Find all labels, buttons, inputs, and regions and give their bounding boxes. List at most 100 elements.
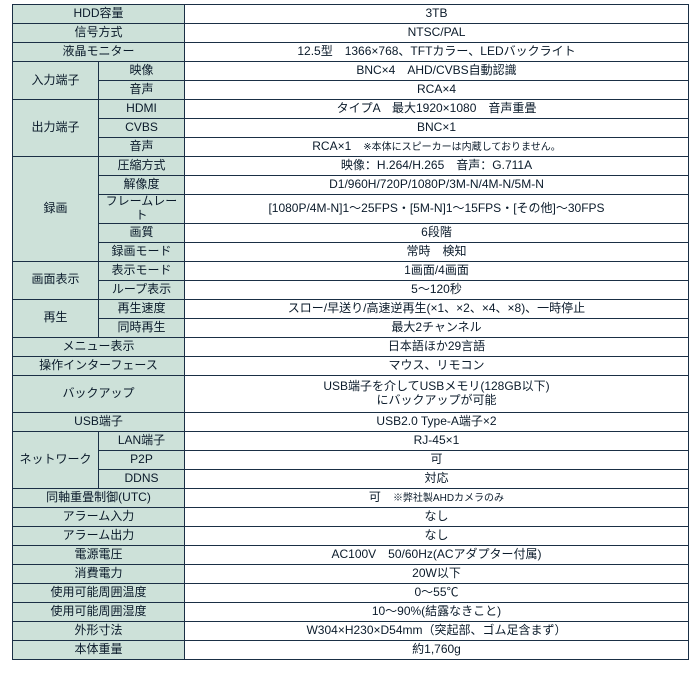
- label-cell: アラーム出力: [13, 526, 185, 545]
- value-cell: 映像：H.264/H.265 音声：G.711A: [185, 157, 689, 176]
- table-row: アラーム出力なし: [13, 526, 689, 545]
- value-cell: 対応: [185, 469, 689, 488]
- table-row: USB端子USB2.0 Type-A端子×2: [13, 412, 689, 431]
- table-row: 音声RCA×4: [13, 81, 689, 100]
- table-row: 画質6段階: [13, 223, 689, 242]
- label-cell: 解像度: [99, 176, 185, 195]
- label-cell: 液晶モニター: [13, 43, 185, 62]
- table-row: 解像度D1/960H/720P/1080P/3M-N/4M-N/5M-N: [13, 176, 689, 195]
- table-row: ネットワークLAN端子RJ-45×1: [13, 431, 689, 450]
- table-row: 同軸重畳制御(UTC)可 ※弊社製AHDカメラのみ: [13, 488, 689, 507]
- label-cell: 再生: [13, 299, 99, 337]
- value-cell: W304×H230×D54mm（突起部、ゴム足含まず）: [185, 621, 689, 640]
- value-cell: 日本語ほか29言語: [185, 337, 689, 356]
- label-cell: 再生速度: [99, 299, 185, 318]
- label-cell: 使用可能周囲湿度: [13, 602, 185, 621]
- label-cell: CVBS: [99, 119, 185, 138]
- table-row: バックアップUSB端子を介してUSBメモリ(128GB以下)にバックアップが可能: [13, 375, 689, 412]
- label-cell: 画質: [99, 223, 185, 242]
- label-cell: 入力端子: [13, 62, 99, 100]
- label-cell: HDMI: [99, 100, 185, 119]
- table-row: メニュー表示日本語ほか29言語: [13, 337, 689, 356]
- label-cell: HDD容量: [13, 5, 185, 24]
- label-cell: 録画モード: [99, 242, 185, 261]
- table-row: 同時再生最大2チャンネル: [13, 318, 689, 337]
- table-row: 本体重量約1,760g: [13, 640, 689, 659]
- label-cell: フレームレート: [99, 195, 185, 224]
- table-row: HDD容量3TB: [13, 5, 689, 24]
- value-cell: 0～55℃: [185, 583, 689, 602]
- label-cell: 音声: [99, 138, 185, 157]
- label-cell: P2P: [99, 450, 185, 469]
- value-cell: 約1,760g: [185, 640, 689, 659]
- value-cell: [1080P/4M-N]1～25FPS・[5M-N]1～15FPS・[その他]～…: [185, 195, 689, 224]
- value-cell: タイプA 最大1920×1080 音声重畳: [185, 100, 689, 119]
- table-row: 入力端子映像BNC×4 AHD/CVBS自動認識: [13, 62, 689, 81]
- table-row: 外形寸法W304×H230×D54mm（突起部、ゴム足含まず）: [13, 621, 689, 640]
- value-cell: 10～90%(結露なきこと): [185, 602, 689, 621]
- label-cell: バックアップ: [13, 375, 185, 412]
- label-cell: 映像: [99, 62, 185, 81]
- label-cell: アラーム入力: [13, 507, 185, 526]
- value-cell: D1/960H/720P/1080P/3M-N/4M-N/5M-N: [185, 176, 689, 195]
- value-cell: RJ-45×1: [185, 431, 689, 450]
- value-cell: 最大2チャンネル: [185, 318, 689, 337]
- value-cell: USB端子を介してUSBメモリ(128GB以下)にバックアップが可能: [185, 375, 689, 412]
- value-cell: AC100V 50/60Hz(ACアダプター付属): [185, 545, 689, 564]
- label-cell: 圧縮方式: [99, 157, 185, 176]
- value-cell: なし: [185, 507, 689, 526]
- label-cell: 操作インターフェース: [13, 356, 185, 375]
- label-cell: メニュー表示: [13, 337, 185, 356]
- value-cell: 20W以下: [185, 564, 689, 583]
- table-row: 出力端子HDMIタイプA 最大1920×1080 音声重畳: [13, 100, 689, 119]
- value-cell: マウス、リモコン: [185, 356, 689, 375]
- value-cell: RCA×1 ※本体にスピーカーは内蔵しておりません。: [185, 138, 689, 157]
- label-cell: 使用可能周囲温度: [13, 583, 185, 602]
- label-cell: 消費電力: [13, 564, 185, 583]
- value-cell: NTSC/PAL: [185, 24, 689, 43]
- label-cell: 同時再生: [99, 318, 185, 337]
- label-cell: LAN端子: [99, 431, 185, 450]
- value-cell: 6段階: [185, 223, 689, 242]
- spec-table: HDD容量3TB信号方式NTSC/PAL液晶モニター12.5型 1366×768…: [12, 4, 689, 660]
- label-cell: ネットワーク: [13, 431, 99, 488]
- label-cell: 表示モード: [99, 261, 185, 280]
- table-row: 信号方式NTSC/PAL: [13, 24, 689, 43]
- value-cell: 5～120秒: [185, 280, 689, 299]
- label-cell: 画面表示: [13, 261, 99, 299]
- value-cell: 3TB: [185, 5, 689, 24]
- label-cell: 出力端子: [13, 100, 99, 157]
- value-cell: 12.5型 1366×768、TFTカラー、LEDバックライト: [185, 43, 689, 62]
- table-row: 電源電圧AC100V 50/60Hz(ACアダプター付属): [13, 545, 689, 564]
- table-row: 使用可能周囲湿度10～90%(結露なきこと): [13, 602, 689, 621]
- value-cell: 可 ※弊社製AHDカメラのみ: [185, 488, 689, 507]
- label-cell: 信号方式: [13, 24, 185, 43]
- label-cell: USB端子: [13, 412, 185, 431]
- spec-table-body: HDD容量3TB信号方式NTSC/PAL液晶モニター12.5型 1366×768…: [13, 5, 689, 660]
- value-cell: なし: [185, 526, 689, 545]
- value-cell: 1画面/4画面: [185, 261, 689, 280]
- value-cell: BNC×1: [185, 119, 689, 138]
- value-cell: USB2.0 Type-A端子×2: [185, 412, 689, 431]
- label-cell: 本体重量: [13, 640, 185, 659]
- value-cell: 可: [185, 450, 689, 469]
- value-cell: スロー/早送り/高速逆再生(×1、×2、×4、×8)、一時停止: [185, 299, 689, 318]
- label-cell: 同軸重畳制御(UTC): [13, 488, 185, 507]
- label-cell: ループ表示: [99, 280, 185, 299]
- table-row: 録画モード常時 検知: [13, 242, 689, 261]
- value-cell: 常時 検知: [185, 242, 689, 261]
- table-row: ループ表示5～120秒: [13, 280, 689, 299]
- table-row: 液晶モニター12.5型 1366×768、TFTカラー、LEDバックライト: [13, 43, 689, 62]
- label-cell: 電源電圧: [13, 545, 185, 564]
- label-cell: 録画: [13, 157, 99, 262]
- table-row: フレームレート[1080P/4M-N]1～25FPS・[5M-N]1～15FPS…: [13, 195, 689, 224]
- label-cell: 外形寸法: [13, 621, 185, 640]
- table-row: 消費電力20W以下: [13, 564, 689, 583]
- table-row: P2P可: [13, 450, 689, 469]
- table-row: DDNS対応: [13, 469, 689, 488]
- table-row: 音声RCA×1 ※本体にスピーカーは内蔵しておりません。: [13, 138, 689, 157]
- value-cell: BNC×4 AHD/CVBS自動認識: [185, 62, 689, 81]
- table-row: 画面表示表示モード1画面/4画面: [13, 261, 689, 280]
- table-row: アラーム入力なし: [13, 507, 689, 526]
- table-row: CVBSBNC×1: [13, 119, 689, 138]
